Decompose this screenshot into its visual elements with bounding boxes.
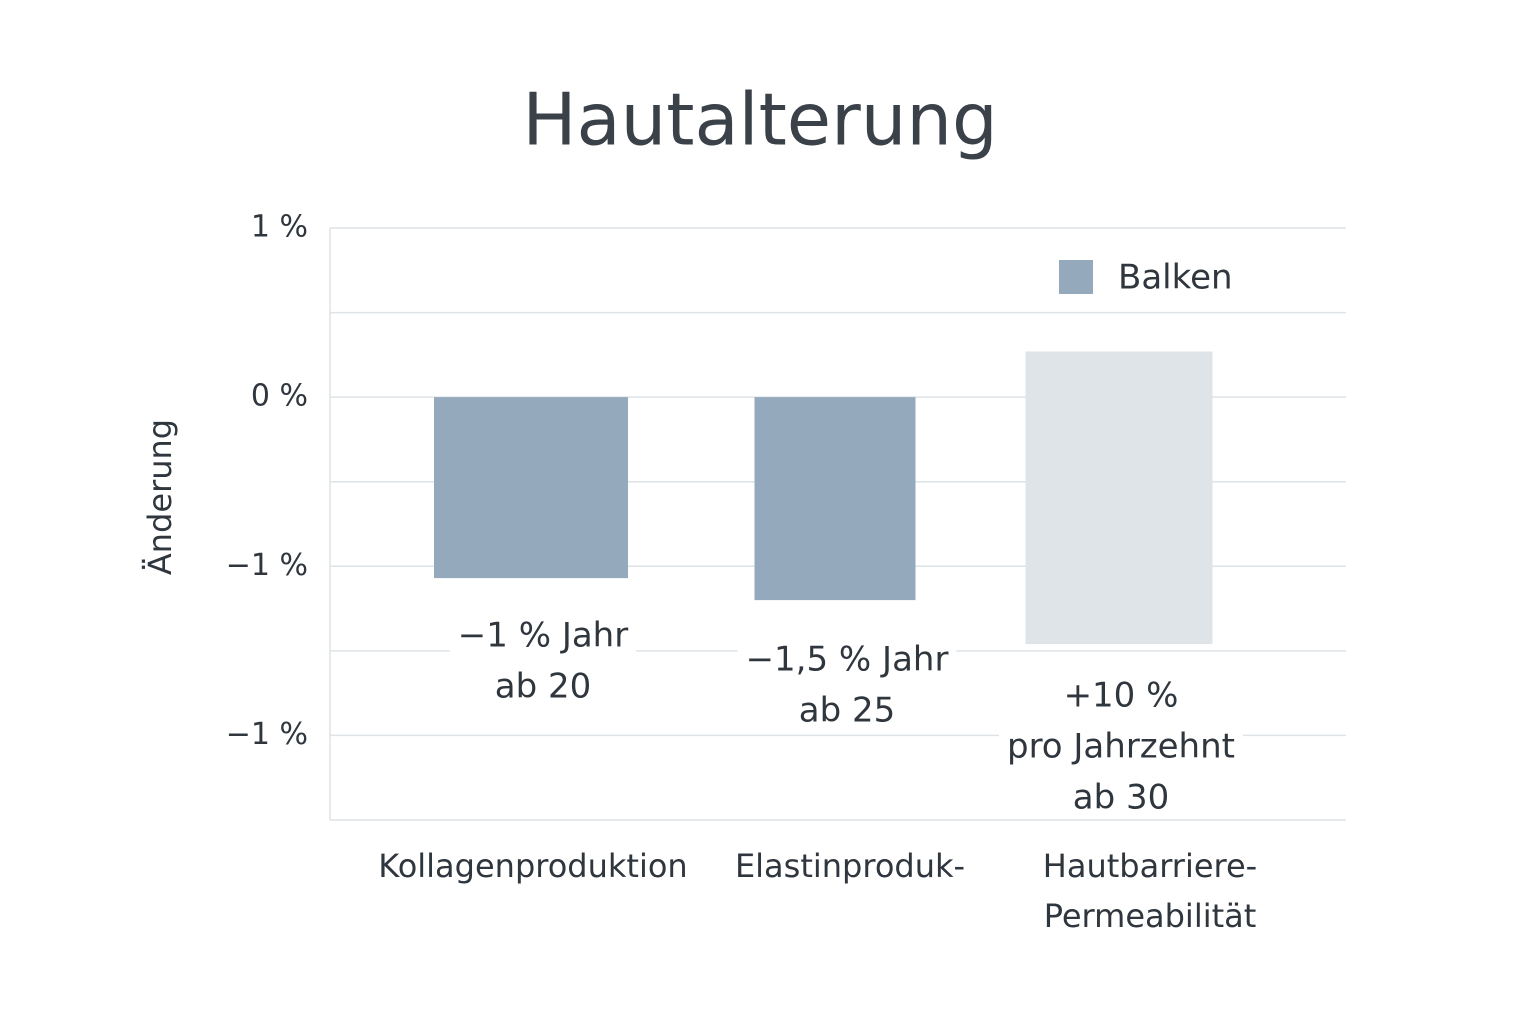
- bar: [754, 397, 916, 601]
- chart-title: Hautalterung: [522, 78, 997, 162]
- y-tick-label: 0 %: [251, 379, 308, 414]
- annotation: −1 % Jahr: [458, 616, 628, 656]
- annotation-background: [1055, 675, 1187, 716]
- annotation-background: [737, 639, 957, 680]
- annotation: +10 %: [1064, 676, 1179, 716]
- annotation: ab 20: [495, 667, 592, 707]
- x-tick-label: Kollagenproduktion: [378, 847, 687, 885]
- annotation-background: [998, 726, 1244, 767]
- x-tick-label: Hautbarriere-: [1043, 847, 1257, 885]
- annotation-background: [790, 690, 904, 731]
- annotation-background: [449, 615, 637, 656]
- annotation: ab 30: [1073, 778, 1170, 818]
- legend-swatch: [1059, 260, 1093, 294]
- annotation: pro Jahrzehnt: [1007, 727, 1235, 767]
- bar: [1025, 351, 1213, 645]
- bar: [434, 397, 628, 579]
- y-axis-label: Änderung: [141, 419, 179, 575]
- annotation: −1,5 % Jahr: [746, 640, 949, 680]
- y-tick-label: 1 %: [251, 210, 308, 245]
- annotation-background: [486, 666, 600, 707]
- y-tick-label: −1 %: [226, 717, 308, 752]
- legend-label: Balken: [1118, 258, 1233, 298]
- annotation-background: [1064, 777, 1178, 818]
- x-tick-label: Permeabilität: [1044, 897, 1257, 935]
- y-tick-label: −1 %: [226, 548, 308, 583]
- annotation: ab 25: [799, 691, 896, 731]
- x-tick-label: Elastinproduk-: [735, 847, 965, 885]
